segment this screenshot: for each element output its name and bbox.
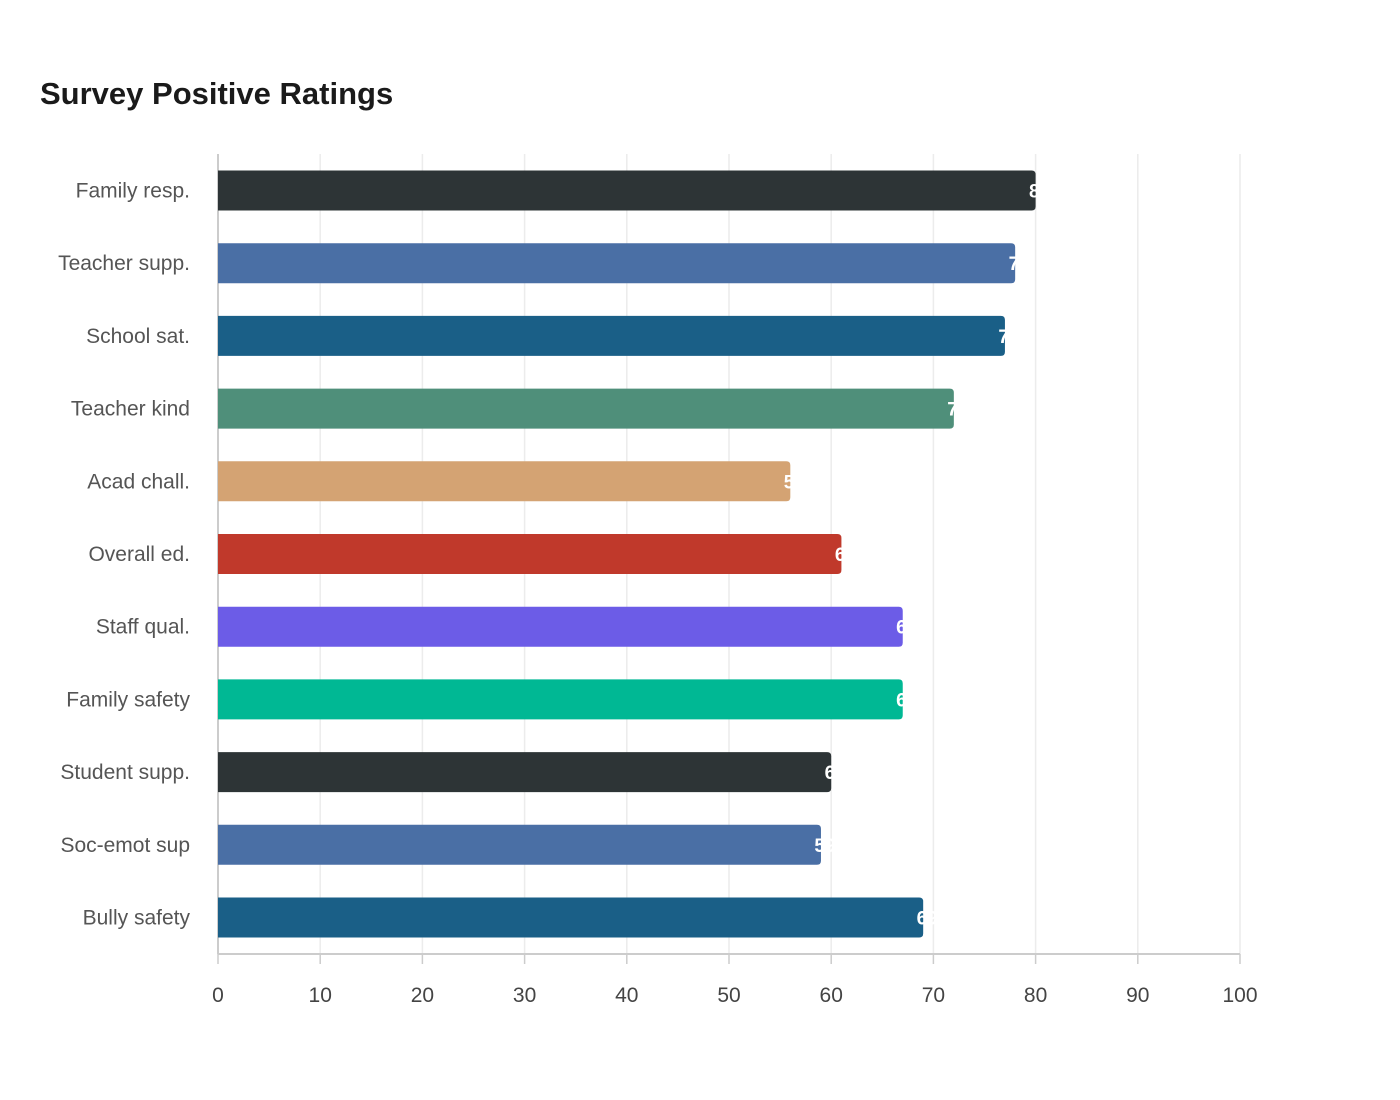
bar-family-resp — [218, 170, 1036, 211]
category-label: Bully safety — [83, 907, 191, 930]
bar-teacher-supp — [218, 243, 1016, 284]
category-label: Acad chall. — [87, 470, 190, 493]
bar-soc-emot-sup — [218, 824, 821, 865]
data-label: 78 — [1009, 254, 1030, 275]
category-label: Student supp. — [60, 761, 190, 784]
data-label: 77 — [998, 327, 1019, 348]
x-tick-label: 40 — [615, 984, 638, 1007]
bar-staff-qual — [218, 606, 903, 647]
category-label: Family safety — [66, 688, 190, 711]
category-label: School sat. — [86, 325, 190, 348]
bar-school-sat — [218, 315, 1005, 356]
data-label: 72 — [947, 400, 968, 421]
data-label: 80 — [1029, 182, 1050, 203]
x-tick-label: 100 — [1222, 984, 1257, 1007]
x-tick-labels: 0 10 20 30 40 50 60 70 80 90 100 — [212, 984, 1257, 1007]
x-tick-label: 20 — [411, 984, 434, 1007]
bar-family-safety — [218, 679, 903, 720]
data-label: 67 — [896, 690, 917, 711]
x-tick-label: 90 — [1126, 984, 1149, 1007]
category-label: Staff qual. — [96, 616, 190, 639]
chart-title: Survey Positive Ratings — [40, 76, 394, 111]
category-label: Soc-emot sup — [60, 834, 190, 857]
data-label: 56 — [784, 472, 805, 493]
bar-bully-safety — [218, 897, 924, 938]
bar-teacher-kind — [218, 388, 954, 429]
x-tick-label: 80 — [1024, 984, 1047, 1007]
data-label: 69 — [917, 909, 938, 930]
bar-student-supp — [218, 752, 832, 793]
category-label: Family resp. — [76, 180, 190, 203]
category-label: Teacher kind — [71, 398, 190, 421]
x-tick-label: 10 — [309, 984, 332, 1007]
x-tick-label: 50 — [717, 984, 740, 1007]
x-tick-label: 60 — [820, 984, 843, 1007]
bar-acad-chall — [218, 461, 791, 502]
category-label: Teacher supp. — [58, 252, 190, 275]
category-label: Overall ed. — [88, 543, 190, 566]
category-labels: Family resp. Teacher supp. School sat. Teac… — [58, 180, 190, 930]
x-tick-label: 70 — [922, 984, 945, 1007]
data-label: 67 — [896, 618, 917, 639]
data-label: 60 — [825, 763, 846, 784]
x-tick-label: 30 — [513, 984, 536, 1007]
bar-overall-ed — [218, 534, 842, 574]
bars: 80 78 77 72 56 61 67 67 60 59 69 — [218, 170, 1050, 938]
data-label: 59 — [814, 836, 835, 857]
data-label: 61 — [835, 545, 857, 566]
x-tick-label: 0 — [212, 984, 224, 1007]
